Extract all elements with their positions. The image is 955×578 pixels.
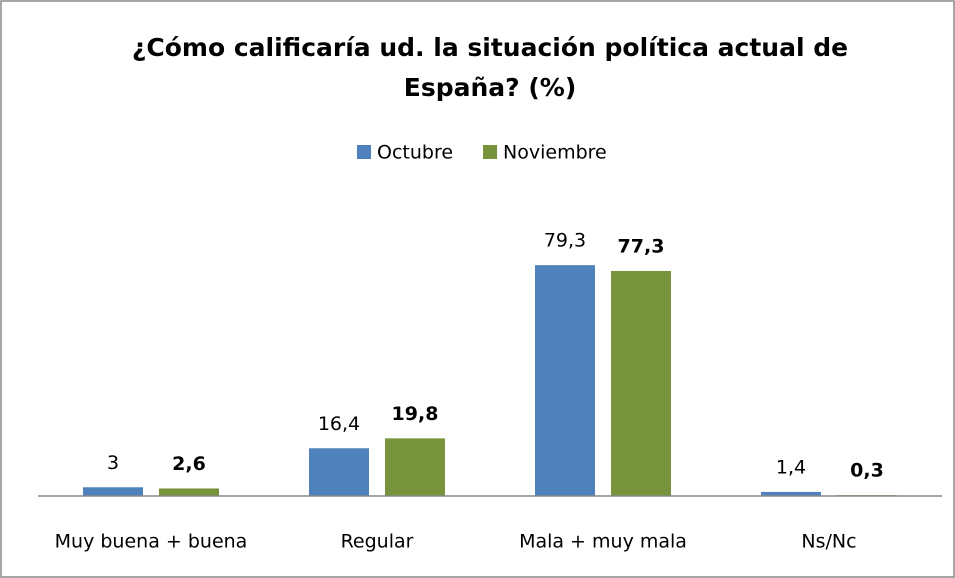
legend-label: Octubre [377, 142, 453, 164]
x-tick-label: Ns/Nc [801, 531, 856, 553]
bar [309, 448, 369, 496]
data-label: 16,4 [318, 413, 360, 435]
x-tick-label: Regular [341, 531, 414, 553]
data-label: 1,4 [776, 456, 806, 478]
bar [761, 491, 821, 496]
data-label: 3 [107, 452, 119, 474]
x-tick-label: Mala + muy mala [519, 531, 687, 553]
data-label: 2,6 [172, 453, 206, 475]
chart-title: ¿Cómo calificaría ud. la situación polít… [131, 33, 849, 102]
bar [611, 270, 671, 496]
legend-swatch [483, 145, 498, 159]
data-label: 0,3 [850, 460, 884, 482]
data-label: 79,3 [544, 230, 586, 252]
legend-swatch [357, 145, 371, 159]
legend-label: Noviembre [503, 142, 607, 164]
bar [535, 265, 595, 496]
x-tick-label: Muy buena + buena [55, 531, 248, 553]
data-label: 77,3 [618, 235, 665, 257]
bar [385, 438, 445, 496]
bar [83, 487, 143, 496]
bar [159, 488, 219, 496]
data-label: 19,8 [392, 403, 439, 425]
